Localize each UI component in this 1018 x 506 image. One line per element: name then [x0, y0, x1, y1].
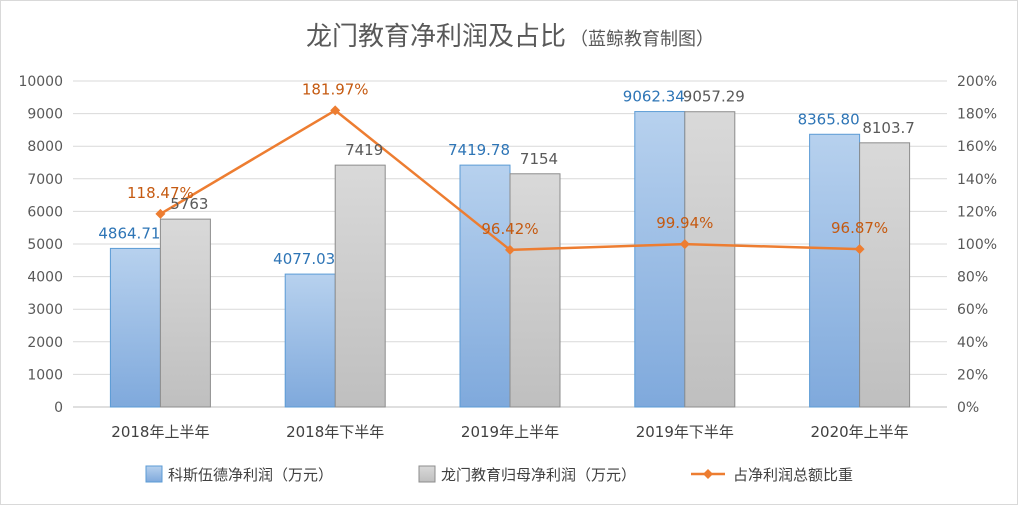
- legend-label-ratio: 占净利润总额比重: [733, 466, 853, 484]
- y-right-tick-label: 120%: [957, 204, 997, 220]
- y-left-tick-label: 3000: [27, 302, 63, 318]
- data-label-longmen: 5763: [170, 195, 208, 213]
- bar-longmen: [684, 111, 736, 408]
- y-right-tick-label: 160%: [957, 139, 997, 155]
- data-label-ratio: 96.87%: [831, 219, 888, 237]
- bar-kesiwude: [634, 111, 686, 408]
- y-left-tick-label: 2000: [27, 335, 63, 351]
- data-label-kesiwude: 9062.34: [623, 88, 685, 106]
- data-label-kesiwude: 4077.03: [273, 250, 335, 268]
- data-label-ratio: 96.42%: [481, 220, 538, 238]
- y-right-tick-label: 100%: [957, 237, 997, 253]
- x-category-label: 2019年下半年: [636, 423, 734, 441]
- bar-longmen: [859, 142, 911, 408]
- bar-longmen: [159, 218, 211, 408]
- bar-kesiwude: [109, 247, 161, 408]
- y-right-tick-label: 40%: [957, 335, 988, 351]
- chart-subtitle: （蓝鲸教育制图）: [570, 29, 714, 50]
- y-left-tick-label: 1000: [27, 367, 63, 383]
- data-label-longmen: 7154: [520, 150, 558, 168]
- legend-label-kesiwude: 科斯伍德净利润（万元）: [168, 466, 333, 484]
- y-left-tick-label: 9000: [27, 107, 63, 123]
- data-label-kesiwude: 4864.71: [98, 224, 160, 242]
- legend-swatch-kesiwude: [145, 465, 163, 483]
- data-label-kesiwude: 8365.80: [798, 110, 860, 128]
- data-label-ratio: 118.47%: [127, 184, 194, 202]
- bar-series: [109, 111, 911, 408]
- chart-title: 龙门教育净利润及占比 （蓝鲸教育制图）: [306, 22, 714, 52]
- y-right-tick-label: 60%: [957, 302, 988, 318]
- line-point-marker: [330, 105, 341, 116]
- y-left-tick-label: 4000: [27, 270, 63, 286]
- y-right-tick-label: 140%: [957, 172, 997, 188]
- y-axis-left: 0 1000 2000 3000 4000 5000 6000 7000 8000 9000 100…: [18, 74, 63, 416]
- line-point-marker: [679, 239, 690, 250]
- x-category-label: 2020年上半年: [811, 423, 909, 441]
- line-point-marker: [505, 244, 515, 255]
- y-right-tick-label: 180%: [957, 107, 997, 123]
- x-category-label: 2018年上半年: [111, 423, 209, 441]
- data-labels: 4864.71 5763 4077.03 7419 7419.78 7154 9062.34…: [98, 80, 914, 268]
- data-label-longmen: 9057.29: [683, 88, 745, 106]
- y-left-tick-label: 0: [54, 400, 63, 416]
- y-right-tick-label: 80%: [957, 270, 988, 286]
- legend-label-longmen: 龙门教育归母净利润（万元）: [441, 466, 636, 484]
- bar-kesiwude: [284, 273, 336, 408]
- y-left-tick-label: 8000: [27, 139, 63, 155]
- y-left-tick-label: 10000: [18, 74, 63, 90]
- bar-kesiwude: [459, 164, 511, 408]
- y-axis-right: 0% 20% 40% 60% 80% 100% 120% 140% 160% 180% 200%: [957, 74, 997, 416]
- data-label-longmen: 8103.7: [862, 119, 915, 137]
- y-right-tick-label: 200%: [957, 74, 997, 90]
- y-right-tick-label: 0%: [957, 400, 979, 416]
- x-axis-categories: 2018年上半年 2018年下半年 2019年上半年 2019年下半年 2020年上半年: [111, 423, 908, 441]
- x-category-label: 2019年上半年: [461, 423, 559, 441]
- x-category-label: 2018年下半年: [286, 423, 384, 441]
- legend-swatch-ratio-marker: [703, 469, 713, 479]
- bar-kesiwude: [809, 133, 861, 408]
- line-point-marker: [155, 208, 166, 219]
- line-point-marker: [854, 244, 865, 255]
- data-label-longmen: 7419: [345, 141, 383, 159]
- line-series: [155, 105, 865, 255]
- chart-title-main: 龙门教育净利润及占比: [306, 22, 566, 52]
- y-left-tick-label: 7000: [27, 172, 63, 188]
- bar-longmen: [334, 164, 386, 408]
- y-right-tick-label: 20%: [957, 367, 988, 383]
- y-left-tick-label: 5000: [27, 237, 63, 253]
- data-label-ratio: 181.97%: [302, 80, 369, 98]
- legend: 科斯伍德净利润（万元） 龙门教育归母净利润（万元） 占净利润总额比重: [145, 465, 853, 484]
- bar-longmen: [509, 173, 561, 408]
- y-left-tick-label: 6000: [27, 204, 63, 220]
- data-label-ratio: 99.94%: [656, 214, 713, 232]
- data-label-kesiwude: 7419.78: [448, 141, 510, 159]
- legend-swatch-longmen: [418, 465, 436, 483]
